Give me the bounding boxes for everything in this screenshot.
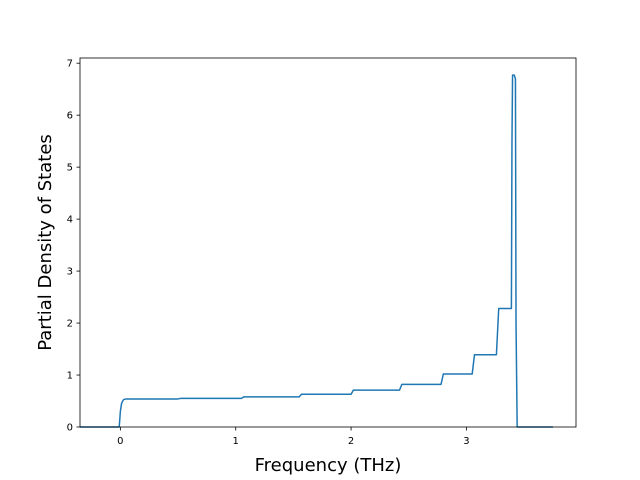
series-line — [80, 74, 553, 428]
plot-frame — [79, 57, 577, 428]
y-tick-label: 6 — [67, 111, 73, 122]
y-tick-label: 3 — [67, 267, 73, 278]
ticks-layer: 0 1 2 3 0 1 2 3 4 5 6 7 — [67, 59, 470, 447]
y-axis-label: Partial Density of States — [35, 134, 56, 351]
y-tick-label: 5 — [67, 163, 73, 174]
y-tick-label: 2 — [67, 319, 73, 330]
x-axis-label: Frequency (THz) — [255, 455, 402, 476]
y-tick-label: 7 — [67, 59, 73, 70]
x-tick-label: 0 — [117, 436, 123, 447]
series-layer — [80, 74, 553, 428]
y-tick-label: 4 — [67, 215, 73, 226]
y-tick-label: 1 — [67, 371, 73, 382]
x-tick-label: 3 — [463, 436, 469, 447]
x-tick-label: 1 — [233, 436, 239, 447]
y-tick-label: 0 — [67, 423, 73, 434]
x-tick-label: 2 — [348, 436, 354, 447]
